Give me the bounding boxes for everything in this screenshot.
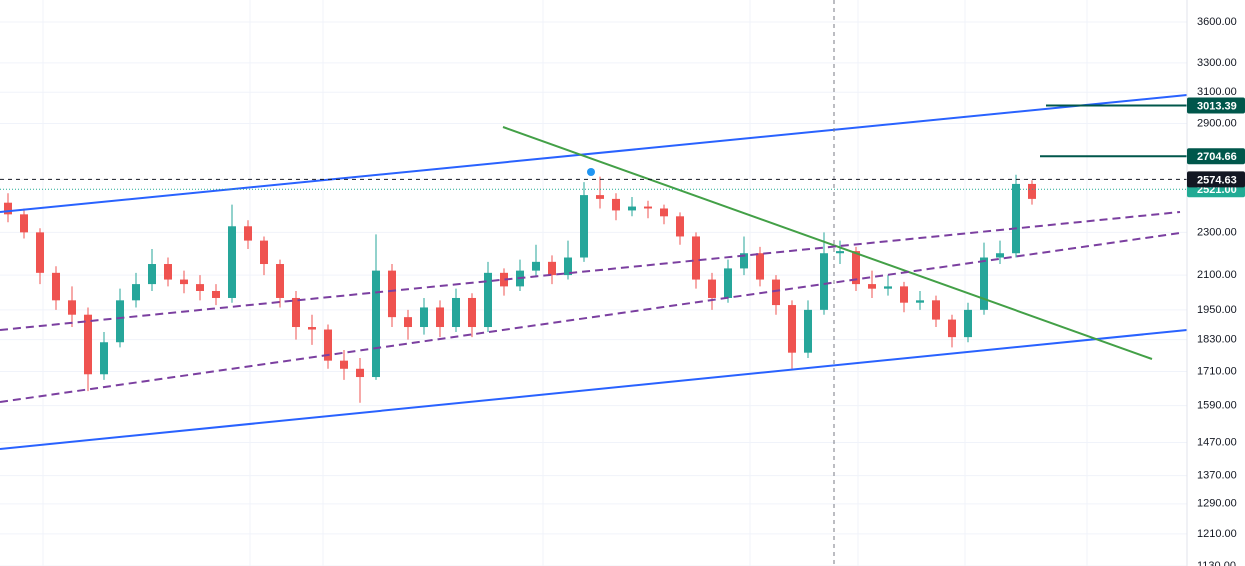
- candle-body: [180, 279, 188, 285]
- candle-body: [244, 226, 252, 241]
- candle-body: [356, 368, 364, 378]
- candle-body: [436, 307, 444, 328]
- candle-body: [596, 195, 604, 199]
- candle-body: [820, 253, 828, 310]
- candle-body: [532, 261, 540, 271]
- candle-body: [948, 319, 956, 338]
- candle-body: [132, 284, 140, 301]
- candle-body: [36, 232, 44, 273]
- trend-line: [0, 94, 1188, 213]
- y-tick-label: 1290.00: [1197, 498, 1237, 510]
- candle-body: [340, 360, 348, 369]
- candle-body: [116, 300, 124, 343]
- y-tick-label: 1830.00: [1197, 334, 1237, 346]
- price-tag-label: 2574.63: [1197, 174, 1237, 186]
- candle-body: [276, 264, 284, 298]
- candle-body: [564, 257, 572, 276]
- horizontal-grid: [0, 21, 1187, 566]
- candle-body: [212, 290, 220, 298]
- candle-body: [452, 297, 460, 328]
- y-tick-label: 3600.00: [1197, 16, 1237, 28]
- channel-line: [0, 211, 1181, 331]
- y-tick-label: 2100.00: [1197, 269, 1237, 281]
- drawings: [0, 0, 1188, 566]
- candle-body: [308, 327, 316, 330]
- y-tick-label: 1470.00: [1197, 436, 1237, 448]
- price-tag: [1187, 97, 1245, 114]
- candle-body: [868, 284, 876, 289]
- candle-body: [772, 279, 780, 306]
- candle-body: [916, 300, 924, 303]
- candle-body: [964, 309, 972, 338]
- price-tag: [1187, 171, 1245, 188]
- candle-body: [324, 329, 332, 361]
- y-tick-label: 1130.00: [1197, 560, 1236, 566]
- candle-body: [836, 251, 844, 254]
- candle-body: [468, 297, 476, 328]
- candle-body: [420, 307, 428, 328]
- candle-body: [980, 257, 988, 310]
- candle-body: [292, 297, 300, 328]
- marker: [587, 168, 595, 176]
- candle-body: [148, 264, 156, 285]
- candle-body: [388, 270, 396, 318]
- candle-body: [484, 272, 492, 328]
- candle-body: [500, 272, 508, 287]
- candle-body: [20, 214, 28, 233]
- candle-body: [580, 195, 588, 258]
- candle-body: [628, 206, 636, 211]
- candle-body: [1028, 183, 1036, 199]
- candle-body: [4, 202, 12, 215]
- candle-body: [372, 270, 380, 378]
- candle-body: [724, 268, 732, 298]
- candles: [4, 174, 1036, 403]
- trend-line: [0, 329, 1188, 450]
- candle-body: [164, 264, 172, 280]
- candle-body: [884, 286, 892, 289]
- channel-line: [0, 232, 1181, 403]
- candle-body: [260, 240, 268, 265]
- y-tick-label: 2900.00: [1197, 117, 1237, 129]
- y-tick-label: 3300.00: [1197, 57, 1237, 69]
- candle-body: [52, 272, 60, 301]
- candle-body: [852, 251, 860, 285]
- candle-body: [708, 279, 716, 298]
- candle-body: [996, 253, 1004, 258]
- y-tick-label: 2300.00: [1197, 226, 1237, 238]
- trend-line: [502, 126, 1153, 360]
- candle-body: [900, 286, 908, 303]
- y-tick-label: 3100.00: [1197, 86, 1237, 98]
- price-lines: [0, 104, 1187, 190]
- candle-body: [932, 300, 940, 320]
- candle-body: [644, 206, 652, 209]
- candle-body: [68, 300, 76, 315]
- price-tag-label: 3013.39: [1197, 100, 1237, 112]
- candle-body: [84, 314, 92, 375]
- candle-body: [196, 284, 204, 291]
- y-tick-label: 1370.00: [1197, 469, 1237, 481]
- candle-body: [548, 261, 556, 276]
- y-tick-label: 1950.00: [1197, 304, 1237, 316]
- candle-body: [100, 342, 108, 375]
- price-tag-label: 2704.66: [1197, 151, 1237, 163]
- candle-body: [804, 309, 812, 353]
- candle-body: [788, 305, 796, 353]
- candle-body: [1012, 183, 1020, 254]
- y-tick-label: 1710.00: [1197, 365, 1237, 377]
- candle-body: [740, 253, 748, 269]
- candle-body: [660, 208, 668, 217]
- candle-body: [404, 317, 412, 328]
- candle-body: [228, 226, 236, 298]
- price-tag: [1187, 148, 1245, 165]
- price-axis: [1187, 0, 1245, 566]
- y-tick-label: 1590.00: [1197, 400, 1237, 412]
- candle-body: [756, 253, 764, 280]
- candle-body: [612, 198, 620, 211]
- y-tick-label: 1210.00: [1197, 528, 1237, 540]
- candle-body: [676, 216, 684, 237]
- axis-labels: 3600.00 3300.00 3100.00 2900.00 2300.00 2100.…: [1187, 16, 1245, 566]
- candle-body: [692, 236, 700, 280]
